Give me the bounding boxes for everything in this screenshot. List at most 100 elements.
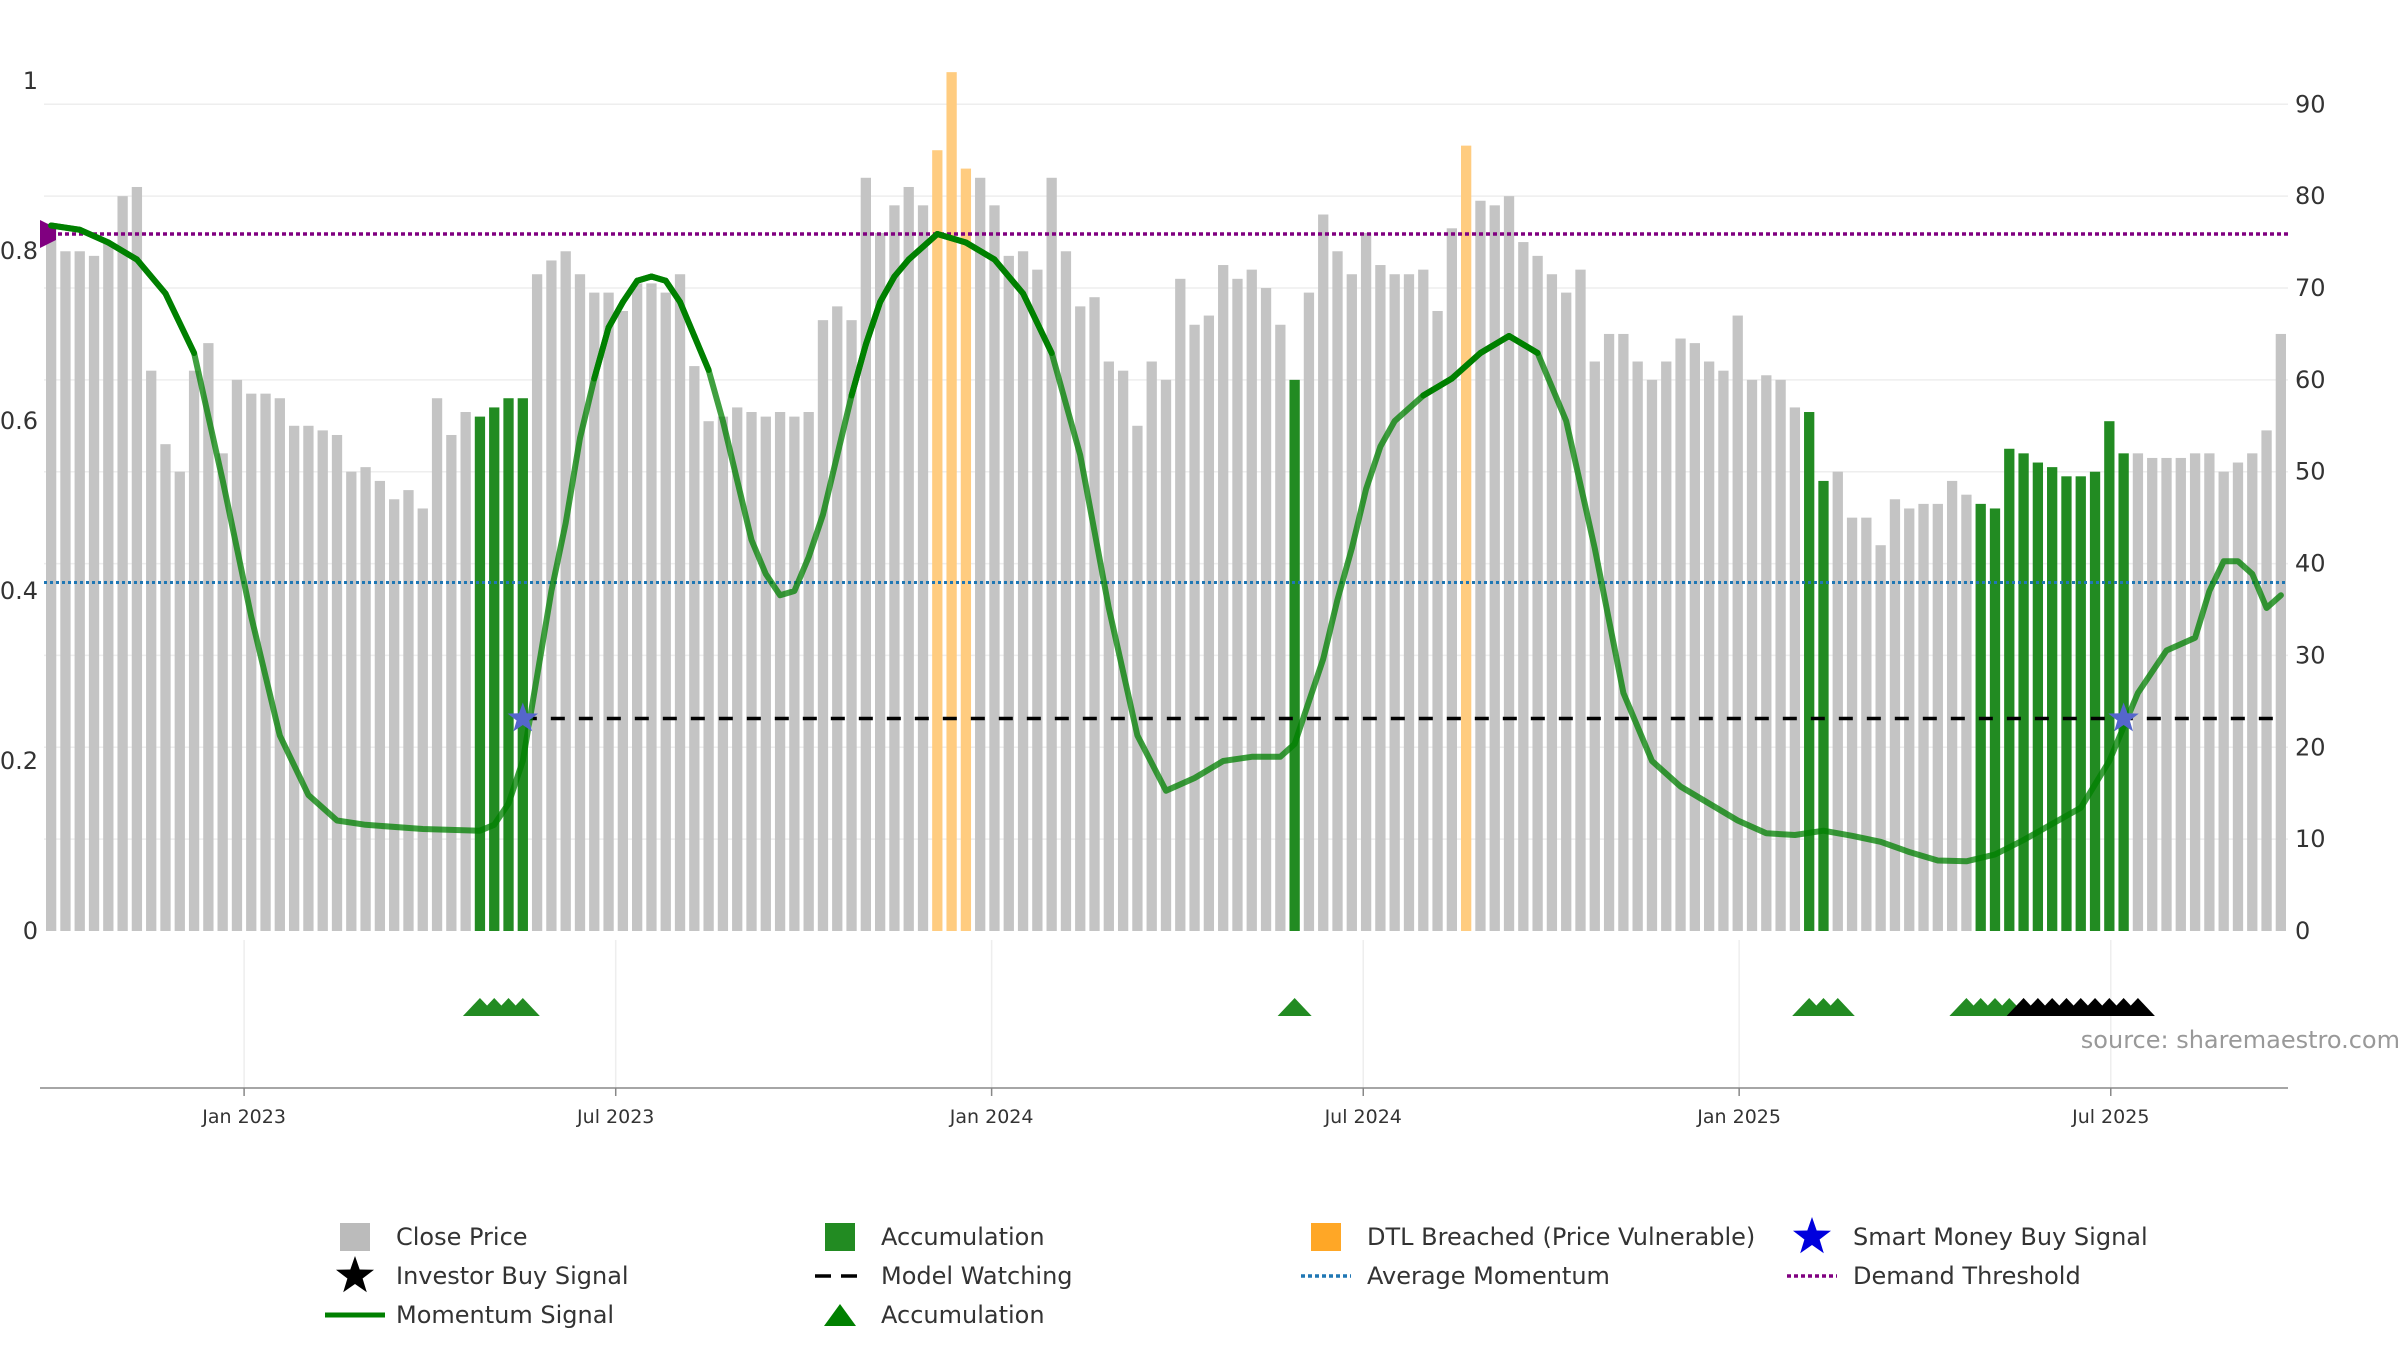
dtl-breached-bar [932, 150, 943, 931]
right-tick-label: 70 [2295, 274, 2326, 302]
close-price-bar [2161, 457, 2172, 931]
close-price-bar [703, 421, 714, 931]
close-price-bar [103, 242, 114, 932]
legend-label: Demand Threshold [1853, 1262, 2081, 1290]
close-price-bar [717, 416, 729, 931]
momentum-signal-segment [1477, 333, 1513, 356]
close-price-bar [1089, 297, 1100, 931]
legend-swatch [1311, 1223, 1341, 1251]
legend-item: Demand Threshold [1787, 1262, 2081, 1290]
close-price-bar [1132, 425, 1143, 931]
close-price-bar [1904, 508, 1915, 931]
right-tick-label: 10 [2295, 825, 2326, 853]
close-price-bar [203, 343, 214, 931]
legend-item: DTL Breached (Price Vulnerable) [1311, 1223, 1755, 1251]
close-price-bar [1503, 196, 1515, 931]
accumulation-bar [503, 398, 514, 931]
dtl-breached-bar [1461, 145, 1472, 931]
accumulation-triangle [1277, 998, 1312, 1016]
momentum-signal-segment [691, 333, 712, 373]
close-price-bar [674, 274, 686, 932]
close-price-bar [617, 310, 629, 931]
lines-layer [40, 220, 2288, 865]
close-price-bar [2232, 462, 2244, 931]
close-price-bar [160, 444, 171, 931]
close-price-bar [431, 398, 443, 931]
close-price-bar [146, 370, 157, 931]
momentum-signal-segment [891, 256, 912, 280]
close-price-bar [346, 471, 357, 931]
close-price-bar [360, 467, 371, 931]
close-price-bar [2218, 471, 2229, 931]
legend-label: Smart Money Buy Signal [1853, 1223, 2148, 1251]
accumulation-bar [2018, 453, 2029, 931]
close-price-bar [1189, 324, 1200, 931]
close-price-bar [1275, 324, 1286, 931]
left-tick-label: 1 [23, 67, 38, 95]
close-price-bar [632, 283, 643, 932]
accumulation-bar [1989, 508, 2001, 931]
x-tick-label: Jan 2025 [1696, 1106, 1781, 1128]
close-price-bar [1103, 361, 1114, 931]
close-price-bar [374, 480, 386, 931]
legend-label: Accumulation [881, 1301, 1045, 1329]
close-price-bar [1303, 292, 1315, 931]
momentum-signal-segment [591, 324, 612, 382]
close-price-bar [817, 320, 829, 931]
close-price-bar [1003, 255, 1014, 931]
legend-item: Smart Money Buy Signal [1793, 1217, 2148, 1254]
close-price-bar [1318, 214, 1329, 932]
close-price-bar [1017, 251, 1029, 931]
close-price-bar [1218, 265, 1229, 931]
close-price-bar [1846, 517, 1858, 931]
accumulation-bar [1818, 480, 1829, 931]
close-price-bar [2275, 333, 2286, 932]
close-price-bar [1232, 278, 1243, 932]
close-price-bar [1775, 379, 1786, 931]
close-price-bar [1260, 288, 1272, 931]
close-price-bar [1889, 499, 1901, 931]
legend-swatch [340, 1223, 370, 1251]
axes-layer: Jan 2023 Jul 2023 Jan 2024 Jul 2024 Jan 2025… [0, 67, 2326, 1128]
close-price-bar [417, 508, 428, 931]
close-price-bar [260, 393, 271, 932]
accumulation-bar [2104, 421, 2115, 931]
close-price-bar [1475, 200, 1486, 931]
accumulation-bar [2061, 476, 2072, 931]
dtl-breached-bar [960, 168, 972, 932]
legend-swatch [825, 1223, 855, 1251]
legend-item: Accumulation [825, 1223, 1045, 1251]
close-price-bar [1703, 361, 1715, 931]
close-price-bar [2175, 457, 2186, 931]
close-price-bar [1575, 269, 1586, 931]
legend-item: Model Watching [815, 1262, 1073, 1290]
close-price-bar [903, 186, 914, 932]
accumulation-bar [2004, 448, 2015, 931]
momentum-signal-line [48, 222, 2284, 865]
close-price-bar [732, 407, 743, 931]
close-price-bar [774, 412, 786, 931]
x-tick-label: Jul 2025 [2071, 1106, 2149, 1128]
legend-label: DTL Breached (Price Vulnerable) [1367, 1223, 1755, 1251]
accumulation-bar [2047, 467, 2058, 931]
close-price-bar [1446, 228, 1458, 931]
accumulation-bar [1289, 379, 1300, 931]
momentum-signal-segment [962, 239, 998, 263]
close-price-bar [403, 490, 414, 931]
accumulation-bar [474, 416, 486, 931]
close-price-bar [1661, 361, 1672, 931]
accumulation-bar [489, 407, 500, 931]
close-price-bar [389, 499, 400, 931]
legend-label: Average Momentum [1367, 1262, 1610, 1290]
accumulation-bar [2075, 476, 2086, 931]
close-price-bar [574, 274, 586, 932]
close-price-bar [2247, 453, 2258, 931]
close-price-bar [760, 416, 771, 931]
close-price-bar [2147, 457, 2158, 931]
close-price-bar [1117, 370, 1129, 931]
close-price-bar [1389, 274, 1400, 932]
close-price-bar [832, 306, 843, 931]
close-price-bar [660, 292, 671, 931]
markers-layer [462, 702, 2155, 1016]
close-price-bar [1432, 310, 1443, 931]
